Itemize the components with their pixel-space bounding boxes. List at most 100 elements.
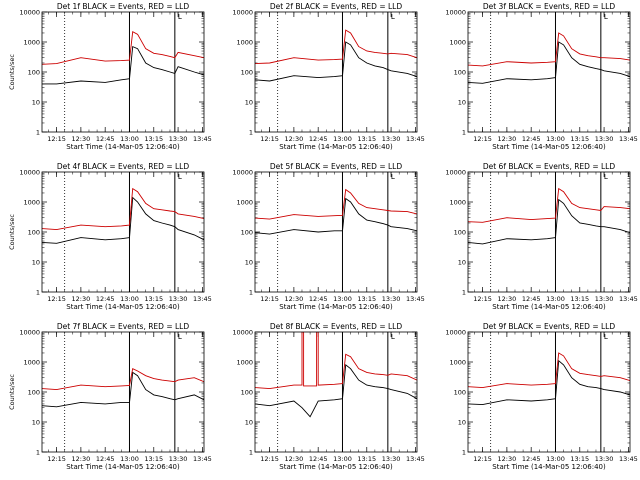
detector-panel: Det 5f BLACK = Events, RED = LLD L 1 10 100 1…: [232, 162, 424, 311]
panel-title: Det 8f BLACK = Events, RED = LLD: [270, 322, 403, 331]
lld-series-line: [42, 187, 204, 231]
x-tick-label: 13:00: [120, 455, 139, 463]
events-series-line: [468, 198, 630, 245]
y-tick-label: 10: [458, 419, 466, 427]
x-axis-label: Start Time (14-Mar-05 12:06:40): [66, 463, 180, 471]
y-tick-label: 100: [454, 229, 466, 237]
events-series-line: [468, 359, 630, 406]
panel-title: Det 5f BLACK = Events, RED = LLD: [270, 162, 403, 171]
x-tick-label: 13:00: [333, 455, 352, 463]
y-tick-label: 1: [36, 449, 40, 457]
y-tick-label: 1: [462, 129, 466, 137]
y-tick-label: 10000: [232, 169, 253, 177]
lld-series-line: [42, 368, 204, 391]
flag-label: L: [391, 333, 395, 341]
y-tick-label: 100: [241, 389, 253, 397]
x-tick-label: 13:45: [406, 295, 425, 303]
x-tick-label: 13:15: [570, 455, 589, 463]
x-tick-label: 13:45: [193, 135, 212, 143]
x-tick-label: 13:45: [193, 455, 212, 463]
y-tick-label: 10000: [445, 329, 466, 337]
y-tick-label: 10: [458, 99, 466, 107]
y-tick-label: 1000: [236, 359, 253, 367]
plot-frame: [254, 11, 418, 133]
x-axis-label: Start Time (14-Mar-05 12:06:40): [492, 303, 606, 311]
y-tick-label: 1000: [23, 39, 40, 47]
x-axis-label: Start Time (14-Mar-05 12:06:40): [279, 143, 393, 151]
y-tick-label: 10: [245, 419, 253, 427]
y-tick-label: 10: [245, 99, 253, 107]
detector-panel: Det 2f BLACK = Events, RED = LLD L 1 10 100 1…: [232, 2, 424, 151]
x-tick-label: 13:30: [595, 455, 614, 463]
x-tick-label: 13:00: [546, 135, 565, 143]
x-tick-label: 13:15: [357, 135, 376, 143]
x-tick-label: 13:15: [357, 455, 376, 463]
y-tick-label: 100: [241, 69, 253, 77]
lld-series-line: [468, 32, 630, 67]
x-tick-label: 13:15: [144, 135, 163, 143]
y-tick-label: 1: [36, 129, 40, 137]
y-tick-label: 1: [36, 289, 40, 297]
x-tick-label: 13:30: [595, 295, 614, 303]
detector-panel: Det 9f BLACK = Events, RED = LLD L 1 10 100 1…: [445, 322, 637, 471]
detector-panel: Det 4f BLACK = Events, RED = LLD L 1 10 100 1…: [8, 162, 212, 311]
x-tick-label: 12:15: [260, 455, 279, 463]
x-tick-label: 13:30: [169, 455, 188, 463]
x-tick-label: 12:15: [473, 455, 492, 463]
detector-panel: Det 1f BLACK = Events, RED = LLD L 1 10 100 1…: [8, 2, 212, 151]
panel-title: Det 6f BLACK = Events, RED = LLD: [483, 162, 616, 171]
x-tick-label: 13:30: [595, 135, 614, 143]
x-tick-label: 12:15: [260, 135, 279, 143]
x-tick-label: 12:15: [47, 455, 66, 463]
y-tick-label: 100: [241, 229, 253, 237]
x-tick-label: 13:45: [406, 455, 425, 463]
x-tick-label: 13:45: [619, 295, 638, 303]
x-axis-label: Start Time (14-Mar-05 12:06:40): [492, 463, 606, 471]
y-tick-label: 100: [454, 69, 466, 77]
y-tick-label: 1000: [23, 359, 40, 367]
x-tick-label: 12:30: [285, 295, 304, 303]
x-tick-label: 12:15: [473, 295, 492, 303]
flag-label: L: [391, 173, 395, 181]
x-axis-label: Start Time (14-Mar-05 12:06:40): [66, 143, 180, 151]
y-tick-label: 1000: [236, 39, 253, 47]
y-tick-label: 10000: [19, 169, 40, 177]
flag-label: L: [604, 13, 608, 21]
x-tick-label: 13:45: [619, 455, 638, 463]
flag-label: L: [178, 173, 182, 181]
y-tick-label: 10000: [232, 329, 253, 337]
plot-frame: [41, 171, 205, 293]
x-tick-label: 13:30: [169, 135, 188, 143]
detector-panel: Det 3f BLACK = Events, RED = LLD L 1 10 100 1…: [445, 2, 637, 151]
x-tick-label: 13:15: [144, 455, 163, 463]
x-tick-label: 12:45: [96, 455, 115, 463]
y-tick-label: 1000: [449, 39, 466, 47]
x-tick-label: 12:15: [473, 135, 492, 143]
x-tick-label: 13:30: [169, 295, 188, 303]
panel-title: Det 1f BLACK = Events, RED = LLD: [57, 2, 190, 11]
x-tick-label: 13:45: [193, 295, 212, 303]
flag-label: L: [178, 13, 182, 21]
flag-label: L: [391, 13, 395, 21]
y-axis-label: Counts/sec: [8, 54, 16, 90]
x-tick-label: 12:15: [260, 295, 279, 303]
x-tick-label: 12:45: [96, 295, 115, 303]
panel-title: Det 9f BLACK = Events, RED = LLD: [483, 322, 616, 331]
x-tick-label: 13:30: [382, 295, 401, 303]
x-tick-label: 13:00: [546, 295, 565, 303]
x-tick-label: 13:15: [144, 295, 163, 303]
plot-frame: [41, 11, 205, 133]
y-tick-label: 10: [32, 419, 40, 427]
plot-frame: [254, 171, 418, 293]
lld-series-line: [42, 30, 204, 65]
events-series-line: [468, 41, 630, 84]
x-tick-label: 13:00: [120, 135, 139, 143]
x-tick-label: 13:15: [357, 295, 376, 303]
x-tick-label: 12:30: [498, 455, 517, 463]
y-tick-label: 10: [458, 259, 466, 267]
panel-title: Det 2f BLACK = Events, RED = LLD: [270, 2, 403, 11]
y-tick-label: 10000: [232, 9, 253, 17]
plot-frame: [467, 11, 631, 133]
x-tick-label: 12:45: [309, 295, 328, 303]
